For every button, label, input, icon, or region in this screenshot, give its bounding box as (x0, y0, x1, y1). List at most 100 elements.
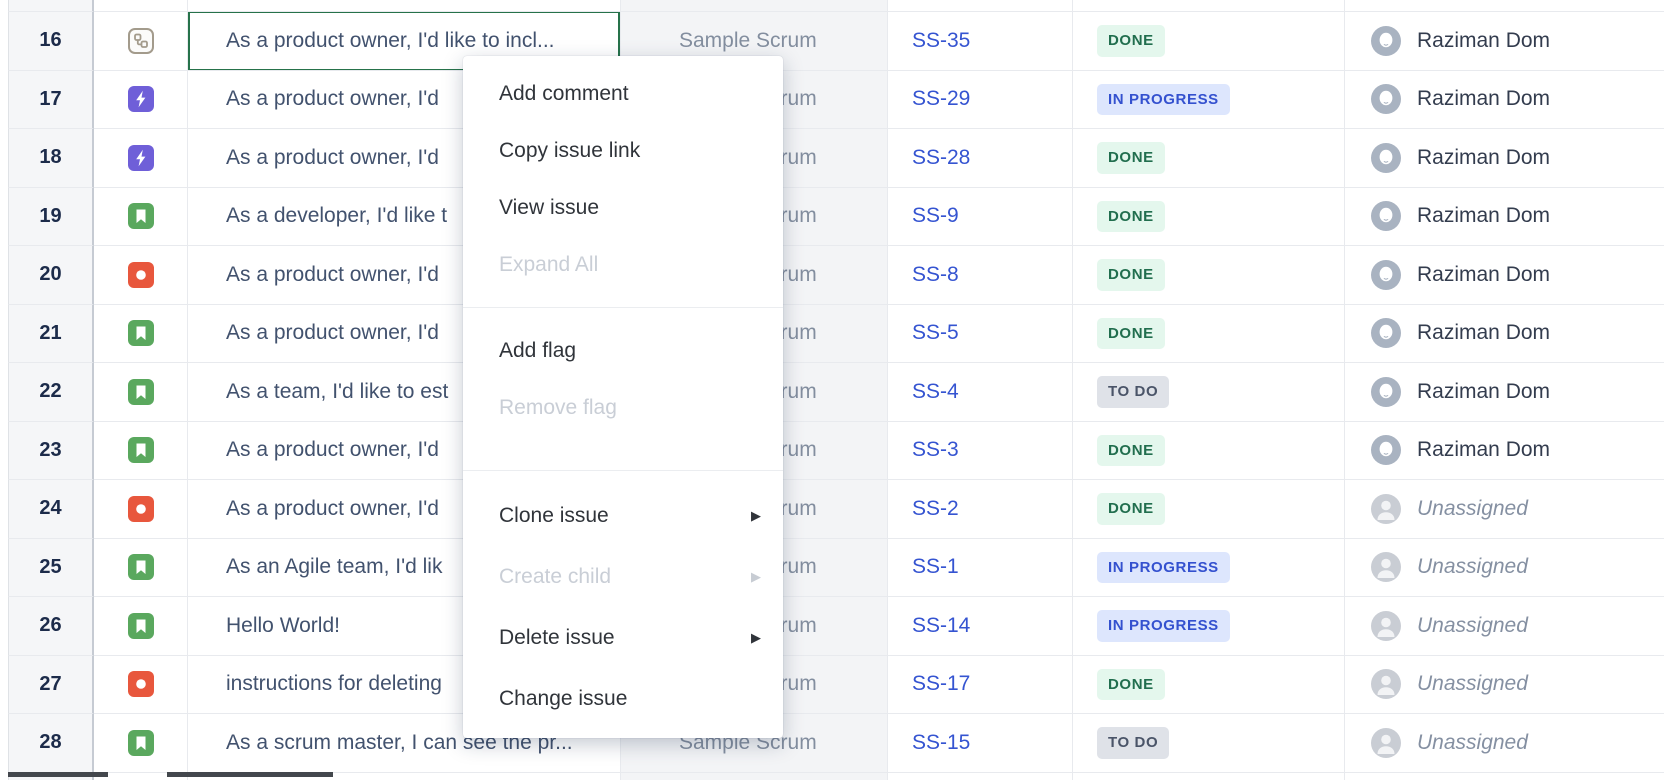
issue-key-link[interactable]: SS-9 (912, 204, 959, 228)
assignee-name: Raziman Dom (1417, 145, 1551, 169)
row-number-cell[interactable]: 22 (8, 363, 94, 422)
assignee-cell[interactable]: Unassigned (1345, 714, 1664, 773)
status-cell[interactable]: IN PROGRESS (1073, 70, 1345, 129)
status-cell[interactable]: DONE (1073, 304, 1345, 363)
issue-key-link[interactable]: SS-4 (912, 379, 959, 403)
assignee-cell[interactable]: Unassigned (1345, 655, 1664, 714)
issue-key-cell[interactable]: SS-14 (888, 597, 1073, 656)
menu-item-add-comment[interactable]: Add comment (463, 65, 783, 122)
issue-key-cell[interactable]: SS-3 (888, 421, 1073, 480)
row-number-cell[interactable]: 16 (8, 12, 94, 71)
issue-key-cell[interactable] (888, 0, 1073, 12)
assignee-cell[interactable]: Raziman Dom (1345, 363, 1664, 422)
row-number-cell[interactable]: 26 (8, 597, 94, 656)
status-cell[interactable]: DONE (1073, 129, 1345, 188)
issue-type-cell[interactable] (94, 655, 188, 714)
issue-key-cell[interactable]: SS-1 (888, 538, 1073, 597)
issue-type-cell[interactable] (94, 597, 188, 656)
issue-type-cell[interactable] (94, 538, 188, 597)
status-cell[interactable]: TO DO (1073, 363, 1345, 422)
menu-item-add-flag[interactable]: Add flag (463, 322, 783, 379)
assignee-cell[interactable]: Unassigned (1345, 538, 1664, 597)
issue-key-link[interactable]: SS-3 (912, 438, 959, 462)
row-number-cell[interactable]: 27 (8, 655, 94, 714)
status-cell[interactable]: DONE (1073, 187, 1345, 246)
status-cell[interactable] (1073, 0, 1345, 12)
issue-key-cell[interactable]: SS-29 (888, 70, 1073, 129)
issue-key-cell[interactable]: SS-35 (888, 12, 1073, 71)
assignee-cell[interactable]: Raziman Dom (1345, 187, 1664, 246)
issue-key-cell[interactable] (888, 772, 1073, 780)
issue-key-link[interactable]: SS-8 (912, 262, 959, 286)
assignee-cell[interactable]: Raziman Dom (1345, 246, 1664, 305)
status-cell[interactable]: DONE (1073, 421, 1345, 480)
issue-key-cell[interactable]: SS-15 (888, 714, 1073, 773)
issue-key-cell[interactable]: SS-2 (888, 480, 1073, 539)
issue-type-cell[interactable] (94, 12, 188, 71)
issue-key-link[interactable]: SS-35 (912, 28, 971, 52)
assignee-cell[interactable]: Raziman Dom (1345, 70, 1664, 129)
row-number-cell[interactable]: 24 (8, 480, 94, 539)
menu-item-clone-issue[interactable]: Clone issue ▶ (463, 485, 783, 546)
row-number-cell[interactable]: 28 (8, 714, 94, 773)
status-cell[interactable]: DONE (1073, 655, 1345, 714)
summary-cell[interactable] (188, 0, 621, 12)
row-number-cell[interactable]: 19 (8, 187, 94, 246)
issue-type-cell[interactable] (94, 129, 188, 188)
row-number-cell[interactable]: 23 (8, 421, 94, 480)
issue-key-cell[interactable]: SS-4 (888, 363, 1073, 422)
status-cell[interactable] (1073, 772, 1345, 780)
row-number-cell[interactable]: 18 (8, 129, 94, 188)
row-number-cell[interactable]: 17 (8, 70, 94, 129)
menu-item-delete-issue[interactable]: Delete issue ▶ (463, 607, 783, 668)
menu-item-copy-issue-link[interactable]: Copy issue link (463, 122, 783, 179)
issue-key-cell[interactable]: SS-5 (888, 304, 1073, 363)
issue-key-cell[interactable]: SS-17 (888, 655, 1073, 714)
issue-key-link[interactable]: SS-15 (912, 730, 971, 754)
status-cell[interactable]: IN PROGRESS (1073, 538, 1345, 597)
issue-type-cell[interactable] (94, 187, 188, 246)
status-cell[interactable]: IN PROGRESS (1073, 597, 1345, 656)
assignee-cell[interactable]: Raziman Dom (1345, 12, 1664, 71)
project-cell[interactable] (621, 772, 888, 780)
issue-key-cell[interactable]: SS-8 (888, 246, 1073, 305)
status-cell[interactable]: DONE (1073, 246, 1345, 305)
row-number-cell[interactable] (8, 0, 94, 12)
issue-key-link[interactable]: SS-29 (912, 87, 971, 111)
assignee-cell[interactable] (1345, 772, 1664, 780)
assignee-cell[interactable] (1345, 0, 1664, 12)
issue-type-cell[interactable] (94, 70, 188, 129)
issue-type-cell[interactable] (94, 246, 188, 305)
summary-cell[interactable] (188, 772, 621, 780)
issue-key-link[interactable]: SS-14 (912, 613, 971, 637)
assignee-cell[interactable]: Raziman Dom (1345, 421, 1664, 480)
status-cell[interactable]: TO DO (1073, 714, 1345, 773)
issue-type-cell[interactable] (94, 480, 188, 539)
row-number: 28 (39, 731, 62, 754)
issue-type-cell[interactable] (94, 0, 188, 12)
project-cell[interactable] (621, 0, 888, 12)
issue-key-cell[interactable]: SS-9 (888, 187, 1073, 246)
menu-item-change-issue[interactable]: Change issue (463, 668, 783, 729)
issue-type-cell[interactable] (94, 714, 188, 773)
issue-key-cell[interactable]: SS-28 (888, 129, 1073, 188)
menu-item-view-issue[interactable]: View issue (463, 179, 783, 236)
assignee-cell[interactable]: Raziman Dom (1345, 304, 1664, 363)
issue-type-cell[interactable] (94, 304, 188, 363)
issue-key-link[interactable]: SS-28 (912, 145, 971, 169)
row-number-cell[interactable]: 20 (8, 246, 94, 305)
issue-key-link[interactable]: SS-2 (912, 496, 959, 520)
bottom-edge-strip (167, 772, 333, 777)
issue-key-link[interactable]: SS-17 (912, 672, 971, 696)
assignee-cell[interactable]: Unassigned (1345, 480, 1664, 539)
issue-key-link[interactable]: SS-5 (912, 321, 959, 345)
assignee-cell[interactable]: Unassigned (1345, 597, 1664, 656)
issue-type-cell[interactable] (94, 421, 188, 480)
row-number-cell[interactable]: 25 (8, 538, 94, 597)
assignee-cell[interactable]: Raziman Dom (1345, 129, 1664, 188)
issue-key-link[interactable]: SS-1 (912, 555, 959, 579)
status-cell[interactable]: DONE (1073, 480, 1345, 539)
row-number-cell[interactable]: 21 (8, 304, 94, 363)
status-cell[interactable]: DONE (1073, 12, 1345, 71)
issue-type-cell[interactable] (94, 363, 188, 422)
